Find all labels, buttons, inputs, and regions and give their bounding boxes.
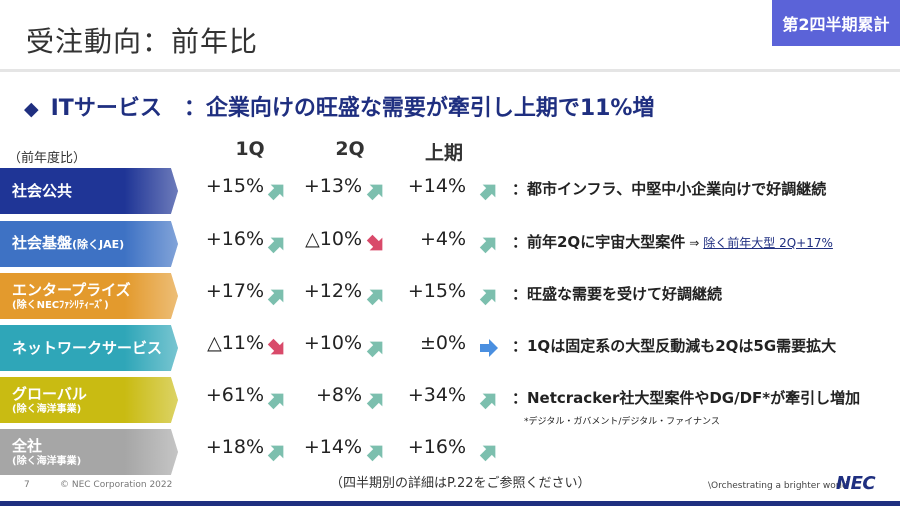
value-h1: +15%: [407, 280, 466, 302]
arrow-up-icon: [479, 234, 499, 254]
segment-row: 社会公共 +15% +13% +14% ：都市インフラ、中堅中小企業向けで好調継続: [0, 168, 900, 214]
value-q1: +17%: [205, 280, 264, 302]
arrow-up-icon: [479, 286, 499, 306]
value-q1: △11%: [207, 332, 264, 354]
segment-comment: ：1Qは固定系の大型反動減も2Qは5G需要拡大: [512, 335, 836, 356]
period-badge: 第2四半期累計: [772, 0, 900, 46]
value-q1: +16%: [205, 228, 264, 250]
arrow-up-icon: [267, 442, 287, 462]
segment-label: グローバル (除く海洋事業): [0, 377, 178, 423]
footnote: *デジタル・ガバメント/デジタル・ファイナンス: [524, 417, 720, 427]
reference-note: （四半期別の詳細はP.22をご参照ください）: [330, 476, 591, 491]
value-q2: +10%: [303, 332, 362, 354]
value-q2: +8%: [315, 384, 362, 406]
segment-row: エンタープライズ (除くNECﾌｧｼﾘﾃｨｰｽﾞ) +17% +12% +15% ：旺盛な…: [0, 273, 900, 319]
arrow-up-icon: [267, 390, 287, 410]
comment-text: ：前年2Qに宇宙大型案件: [512, 233, 686, 251]
column-header-1q: 1Q: [235, 138, 265, 160]
arrow-up-icon: [267, 286, 287, 306]
arrow-up-icon: [366, 181, 386, 201]
segment-label: 全社 (除く海洋事業): [0, 429, 178, 475]
segment-label: エンタープライズ (除くNECﾌｧｼﾘﾃｨｰｽﾞ): [0, 273, 178, 319]
comment-text: ：都市インフラ、中堅中小企業向けで好調継続: [512, 180, 827, 198]
column-header-h1: 上期: [424, 142, 463, 164]
value-q1: +18%: [205, 436, 264, 458]
diamond-bullet-icon: ◆: [24, 98, 39, 120]
title-divider: [0, 69, 900, 72]
segment-name: エンタープライズ: [12, 280, 131, 299]
segment-label: ネットワークサービス: [0, 325, 178, 371]
arrow-up-icon: [479, 390, 499, 410]
arrow-up-icon: [479, 442, 499, 462]
arrow-up-icon: [366, 442, 386, 462]
column-header-2q: 2Q: [335, 138, 365, 160]
value-h1: +14%: [407, 175, 466, 197]
segment-name: グローバル: [12, 384, 87, 403]
yoy-label: （前年度比）: [8, 151, 87, 166]
value-h1: +4%: [419, 228, 466, 250]
comment-text: ：Netcracker社大型案件やDG/DF*が牽引し増加: [512, 389, 861, 407]
value-q1: +15%: [205, 175, 264, 197]
arrow-up-icon: [267, 181, 287, 201]
arrow-up-icon: [267, 234, 287, 254]
segment-row: 全社 (除く海洋事業) +18% +14% +16%: [0, 429, 900, 475]
slogan: \Orchestrating a brighter world: [708, 481, 848, 491]
comment-link[interactable]: 除く前年大型 2Q+17%: [703, 236, 833, 250]
footer-bar: [0, 501, 900, 506]
segment-name: 社会基盤: [12, 234, 73, 252]
segment-sub-note: (除くNECﾌｧｼﾘﾃｨｰｽﾞ): [12, 299, 109, 311]
value-h1: ±0%: [419, 332, 466, 354]
segment-row: グローバル (除く海洋事業) +61% +8% +34% ：Netcracker社大型案件…: [0, 377, 900, 427]
headline: ◆ ITサービス ：企業向けの旺盛な需要が牽引し上期で11%増: [24, 90, 654, 122]
segment-row: ネットワークサービス △11% +10% ±0% ：1Qは固定系の大型反動減も2Qは5G…: [0, 325, 900, 371]
value-h1: +16%: [407, 436, 466, 458]
arrow-up-icon: [479, 181, 499, 201]
value-q2: +12%: [303, 280, 362, 302]
segment-name-note: (除くJAE): [72, 238, 125, 251]
segment-comment: ：前年2Qに宇宙大型案件 ⇒ 除く前年大型 2Q+17%: [512, 231, 833, 252]
segment-name: ネットワークサービス: [12, 339, 163, 357]
comment-text: ：1Qは固定系の大型反動減も2Qは5G需要拡大: [512, 337, 837, 355]
arrow-down-icon: [267, 338, 287, 358]
headline-text: ITサービス ：企業向けの旺盛な需要が牽引し上期で11%増: [50, 96, 655, 121]
segment-label: 社会基盤(除くJAE): [0, 221, 178, 267]
segment-row: 社会基盤(除くJAE) +16% △10% +4% ：前年2Qに宇宙大型案件 ⇒ 除く前年大…: [0, 221, 900, 267]
segment-sub-note: (除く海洋事業): [12, 403, 82, 415]
implies-arrow-icon: ⇒: [689, 236, 700, 250]
segment-sub-note: (除く海洋事業): [12, 455, 82, 467]
segment-name: 社会公共: [12, 182, 73, 200]
value-q2: +13%: [303, 175, 362, 197]
nec-logo: NEC: [836, 473, 876, 494]
arrow-up-icon: [366, 286, 386, 306]
value-q2: +14%: [303, 436, 362, 458]
value-h1: +34%: [407, 384, 466, 406]
value-q2: △10%: [305, 228, 362, 250]
comment-text: ：旺盛な需要を受けて好調継続: [512, 285, 723, 303]
segment-comment: ：Netcracker社大型案件やDG/DF*が牽引し増加: [512, 387, 860, 408]
copyright: © NEC Corporation 2022: [60, 480, 173, 490]
page-title: 受注動向：前年比: [26, 25, 259, 58]
segment-comment: ：旺盛な需要を受けて好調継続: [512, 283, 722, 304]
arrow-up-icon: [366, 338, 386, 358]
segment-name: 全社: [12, 436, 43, 455]
arrow-flat-icon: [479, 338, 499, 358]
arrow-up-icon: [366, 390, 386, 410]
segment-label: 社会公共: [0, 168, 178, 214]
page-number: 7: [24, 480, 30, 490]
segment-comment: ：都市インフラ、中堅中小企業向けで好調継続: [512, 178, 826, 199]
value-q1: +61%: [205, 384, 264, 406]
arrow-down-icon: [366, 234, 386, 254]
